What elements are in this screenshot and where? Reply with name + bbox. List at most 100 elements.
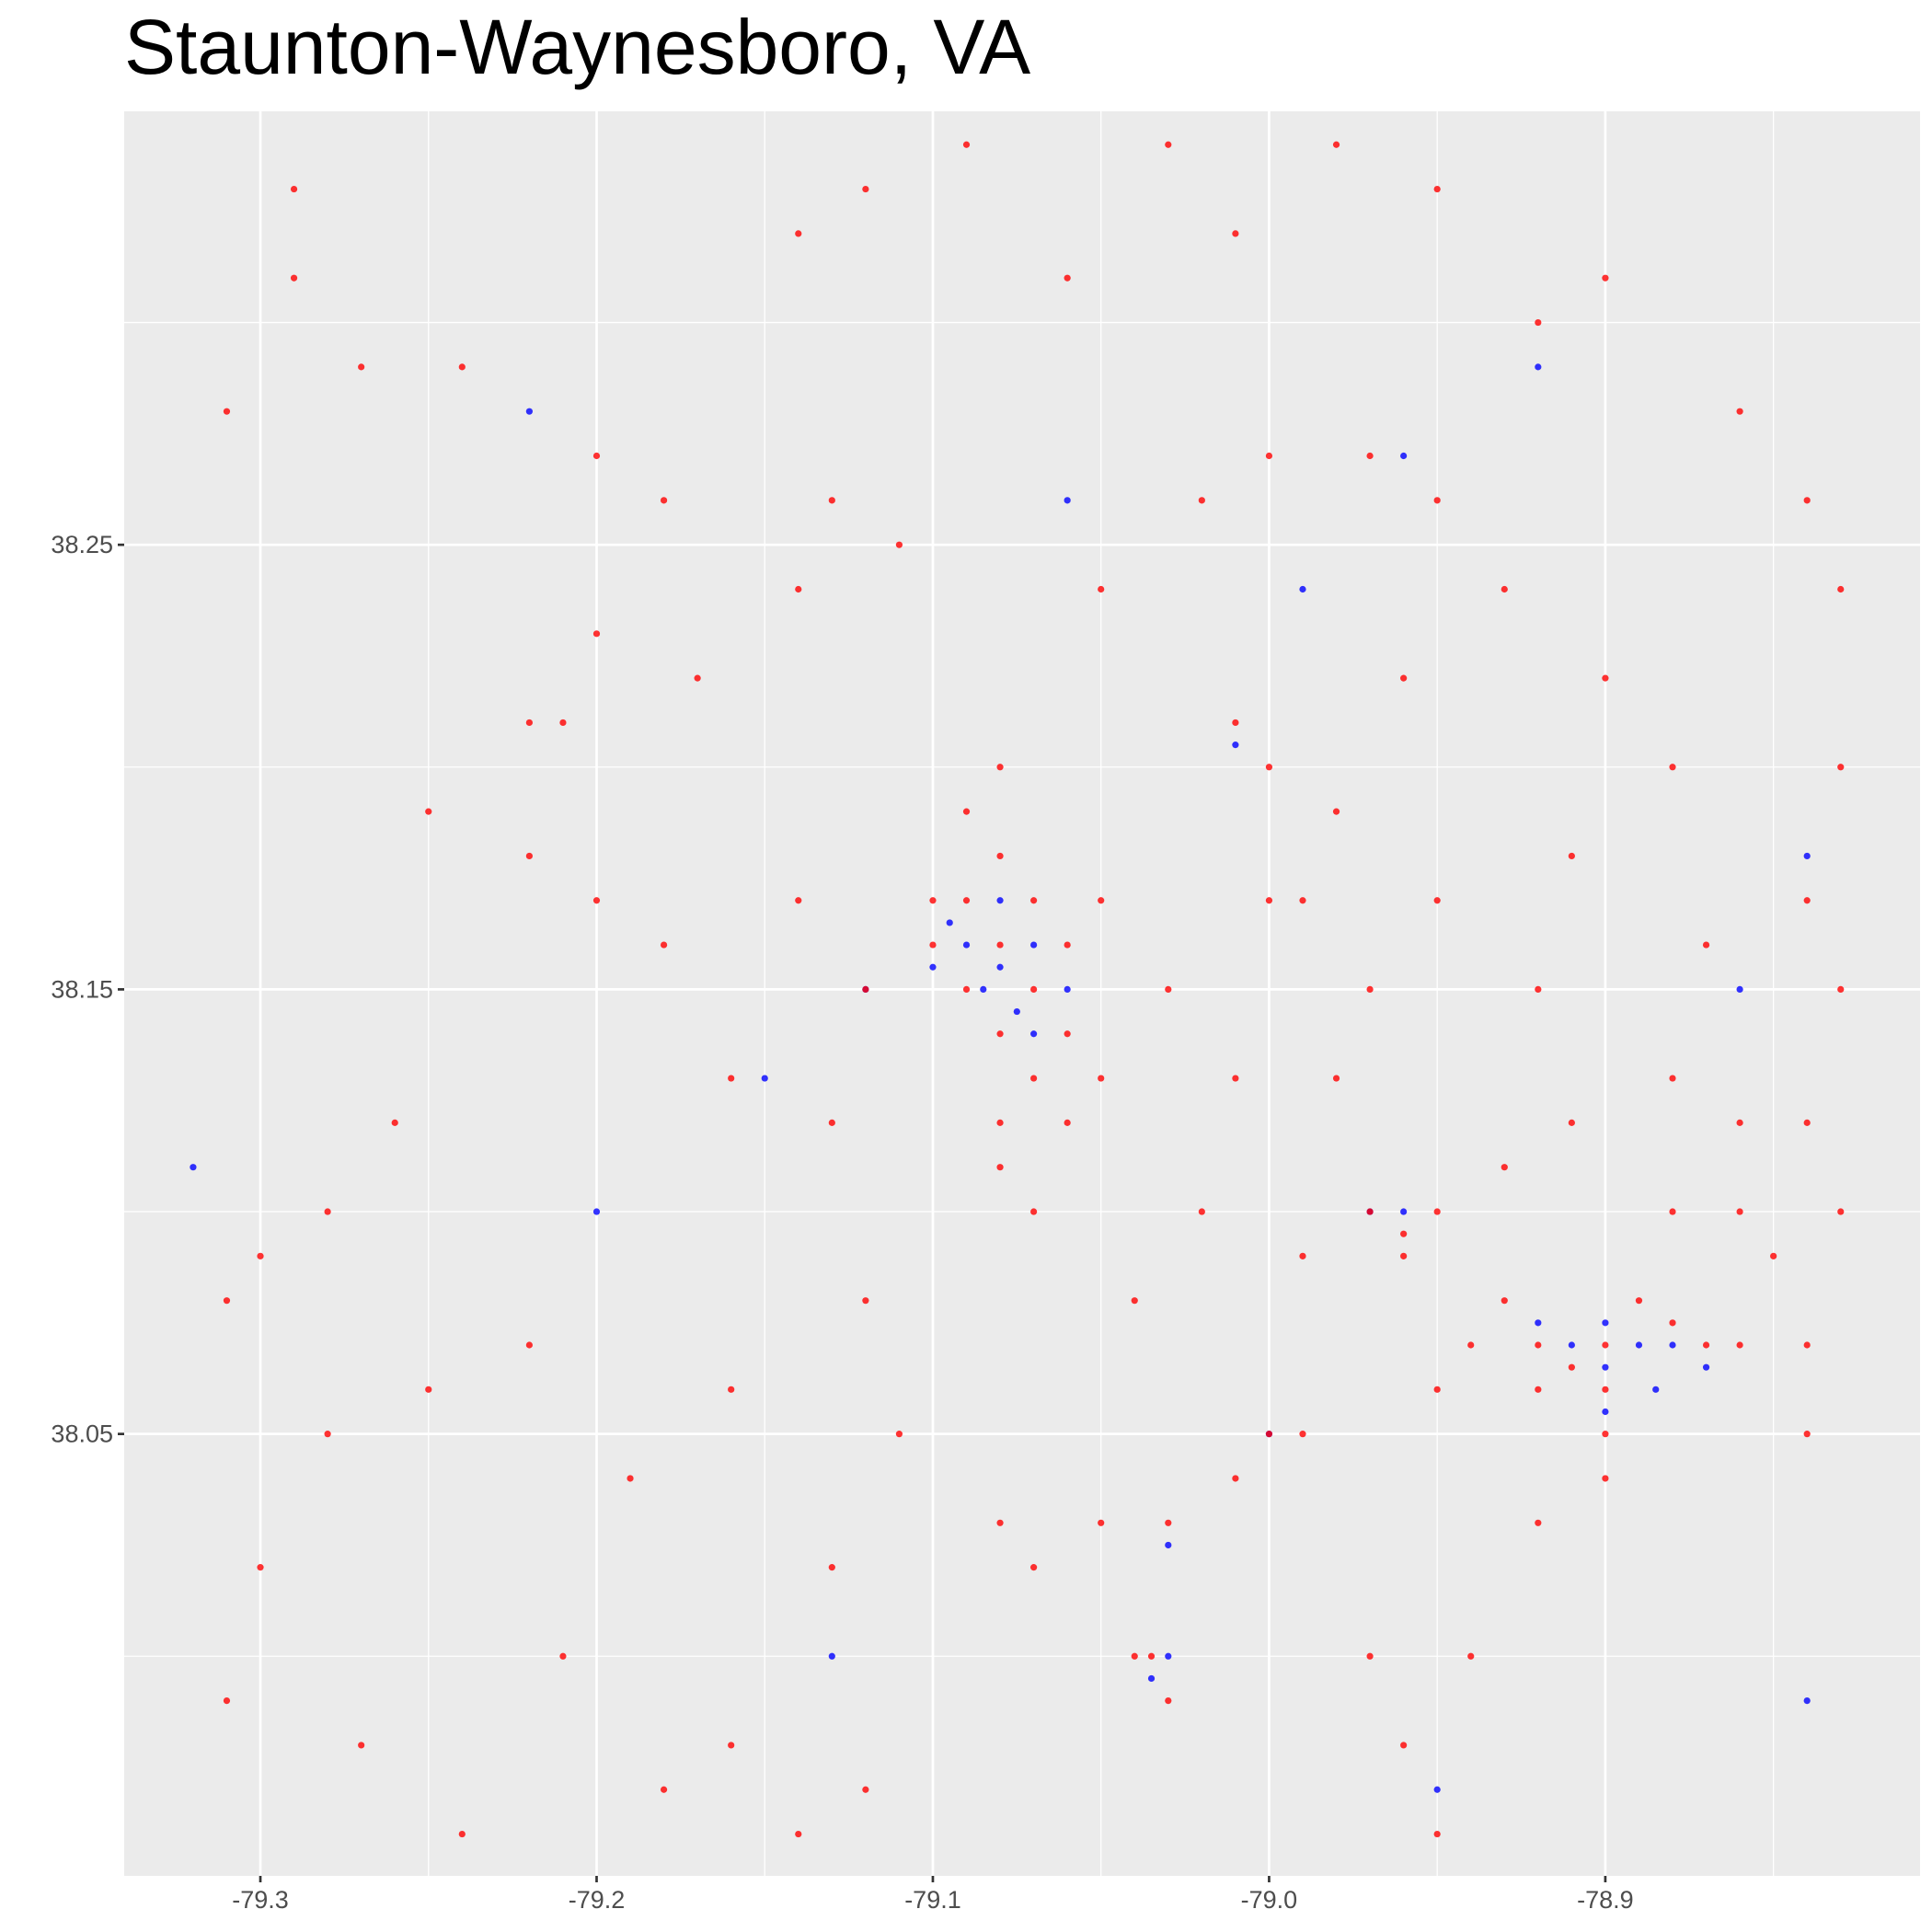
point — [929, 941, 937, 949]
point — [190, 1164, 197, 1171]
point — [1064, 497, 1071, 504]
point — [525, 719, 533, 727]
point — [1635, 1297, 1643, 1305]
point — [1131, 1297, 1138, 1305]
point — [1669, 1319, 1676, 1327]
point — [895, 1431, 903, 1438]
point — [996, 963, 1004, 971]
point — [1165, 1697, 1172, 1705]
point — [962, 141, 971, 148]
point — [1030, 1208, 1038, 1215]
point — [1736, 1208, 1743, 1215]
point — [1433, 1386, 1441, 1393]
point — [1770, 1252, 1777, 1259]
x-tick-label: -78.9 — [1577, 1886, 1634, 1914]
point — [1535, 1519, 1542, 1526]
point — [1064, 1030, 1071, 1038]
point — [592, 1208, 601, 1215]
point — [1366, 452, 1374, 460]
point — [1501, 1164, 1508, 1171]
point — [962, 941, 971, 949]
point — [996, 1164, 1004, 1171]
point — [728, 1386, 735, 1393]
point — [1064, 1119, 1071, 1126]
point — [1803, 497, 1811, 504]
point — [1400, 1230, 1408, 1237]
point — [1702, 941, 1710, 949]
point — [1535, 1386, 1542, 1393]
point — [929, 963, 937, 971]
point — [559, 1652, 567, 1660]
point — [1030, 1075, 1038, 1082]
y-tick-label: 38.15 — [51, 975, 113, 1003]
point — [895, 541, 903, 548]
point — [660, 1786, 668, 1793]
point — [1400, 674, 1408, 682]
point — [1602, 1431, 1609, 1438]
point — [1736, 408, 1743, 415]
point — [862, 1786, 869, 1793]
point — [1165, 1652, 1172, 1660]
point — [996, 1030, 1004, 1038]
point — [1030, 1564, 1038, 1571]
point — [862, 1297, 869, 1305]
point — [1165, 1541, 1172, 1549]
y-tick-label: 38.05 — [51, 1420, 113, 1448]
point — [1299, 585, 1306, 593]
point — [1602, 1386, 1609, 1393]
point — [1803, 1341, 1811, 1349]
point — [1131, 1652, 1138, 1660]
point — [660, 497, 668, 504]
point — [660, 941, 668, 949]
point — [862, 185, 869, 193]
point — [1568, 1363, 1575, 1371]
point — [1803, 1431, 1811, 1438]
point — [1147, 1652, 1156, 1660]
point — [828, 1564, 835, 1571]
point — [996, 852, 1004, 860]
point — [1064, 274, 1071, 282]
point — [592, 452, 601, 460]
point — [425, 808, 432, 815]
point — [1837, 985, 1845, 994]
point — [1400, 452, 1408, 460]
point — [1736, 1119, 1743, 1126]
point — [1837, 1208, 1845, 1215]
point — [1669, 764, 1676, 771]
point — [1467, 1341, 1475, 1349]
point — [980, 985, 987, 994]
point — [1568, 1341, 1575, 1349]
point — [728, 1075, 735, 1082]
point — [592, 897, 601, 904]
point — [1652, 1386, 1660, 1393]
point — [425, 1386, 432, 1393]
point — [962, 808, 971, 815]
x-tick-label: -79.0 — [1241, 1886, 1298, 1914]
point — [1265, 452, 1273, 460]
point — [627, 1475, 634, 1482]
point — [1265, 1431, 1273, 1438]
point — [929, 897, 937, 904]
point — [458, 363, 466, 371]
point — [1030, 897, 1038, 904]
point — [290, 274, 298, 282]
point — [1064, 941, 1071, 949]
point — [1602, 1408, 1609, 1416]
point — [525, 852, 533, 860]
point — [1433, 897, 1441, 904]
point — [1467, 1652, 1475, 1660]
point — [1198, 1208, 1205, 1215]
point — [795, 897, 802, 904]
point — [1803, 897, 1811, 904]
y-tick-label: 38.25 — [51, 531, 113, 558]
point — [391, 1119, 398, 1126]
point — [1433, 1830, 1441, 1838]
point — [1232, 1475, 1239, 1482]
point — [828, 1119, 835, 1126]
point — [1165, 985, 1172, 994]
point — [1232, 719, 1239, 727]
point — [1535, 1341, 1542, 1349]
point — [358, 1742, 365, 1749]
point — [1602, 1341, 1609, 1349]
